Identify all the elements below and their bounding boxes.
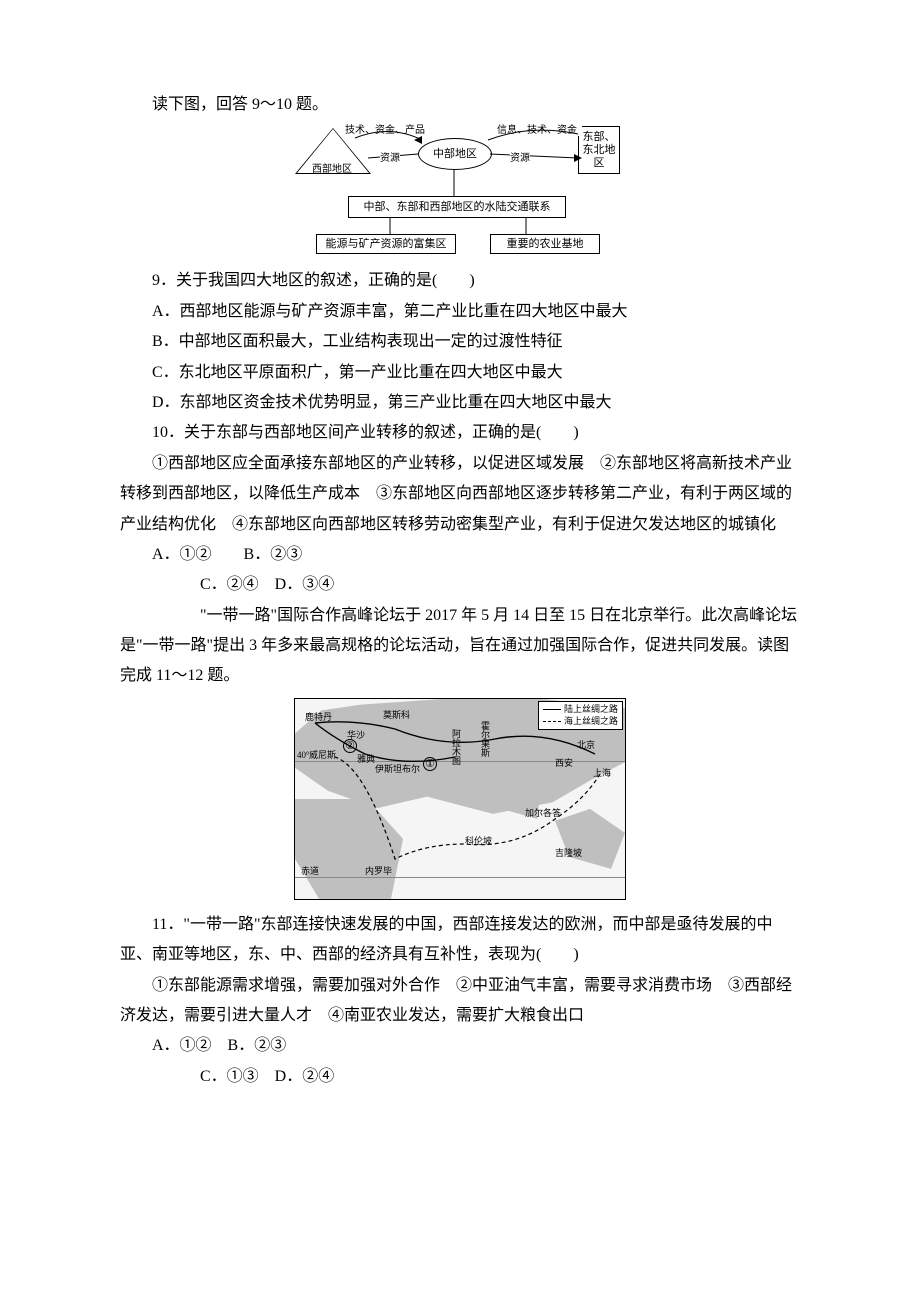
- city-beijing: 北京: [577, 741, 595, 750]
- q11-body: ①东部能源需求增强，需要加强对外合作 ②中亚油气丰富，需要寻求消费市场 ③西部经…: [120, 971, 800, 1032]
- q9-stem: 9．关于我国四大地区的叙述，正确的是( ): [120, 266, 800, 296]
- energy-label: 能源与矿产资源的富集区: [326, 238, 447, 251]
- city-athens: 雅典: [357, 755, 375, 764]
- q11-AB: A．①② B．②③: [120, 1031, 800, 1061]
- city-jakarta: 吉隆坡: [555, 849, 582, 858]
- mark-1: ①: [423, 757, 437, 771]
- energy-box: 能源与矿产资源的富集区: [316, 234, 456, 254]
- q10-AB: A．①② B．②③: [120, 540, 800, 570]
- mark-2: ②: [343, 739, 357, 753]
- agri-label: 重要的农业基地: [507, 238, 584, 251]
- city-istanbul: 伊斯坦布尔: [375, 765, 420, 774]
- resource-right: 资源: [510, 154, 530, 164]
- intro-9-10: 读下图，回答 9～10 题。: [120, 90, 800, 120]
- q9-D: D．东部地区资金技术优势明显，第三产业比重在四大地区中最大: [120, 388, 800, 418]
- city-xian: 西安: [555, 759, 573, 768]
- q9-C: C．东北地区平原面积广，第一产业比重在四大地区中最大: [120, 358, 800, 388]
- q10-body: ①西部地区应全面承接东部地区的产业转移，以促进区域发展 ②东部地区将高新技术产业…: [120, 449, 800, 540]
- resource-left: 资源: [380, 154, 400, 164]
- city-rotterdam: 鹿特丹: [305, 713, 332, 722]
- transport-label: 中部、东部和西部地区的水陆交通联系: [364, 201, 551, 214]
- city-venice: 威尼斯: [309, 751, 336, 760]
- q9-B: B．中部地区面积最大，工业结构表现出一定的过渡性特征: [120, 327, 800, 357]
- q10-CD: C．②④ D．③④: [120, 570, 800, 600]
- intro-11-12: "一带一路"国际合作高峰论坛于 2017 年 5 月 14 日至 15 日在北京…: [120, 601, 800, 692]
- diagram-regions: 西部地区 中部地区 东部、东北地区 技术、资金、产品 信息、技术、资金: [120, 126, 800, 256]
- q11-CD: C．①③ D．②④: [120, 1062, 800, 1092]
- transport-box: 中部、东部和西部地区的水陆交通联系: [348, 196, 566, 218]
- agri-box: 重要的农业基地: [490, 234, 600, 254]
- city-colombo: 科伦坡: [465, 837, 492, 846]
- q10-stem: 10．关于东部与西部地区间产业转移的叙述，正确的是( ): [120, 418, 800, 448]
- q11-stem: 11．"一带一路"东部连接快速发展的中国，西部连接发达的欧洲，而中部是亟待发展的…: [120, 910, 800, 971]
- city-kolkata: 加尔各答: [525, 809, 561, 818]
- city-nairobi: 内罗毕: [365, 867, 392, 876]
- city-moscow: 莫斯科: [383, 711, 410, 720]
- city-almaty: 阿拉木图: [451, 729, 460, 769]
- q9-A: A．西部地区能源与矿产资源丰富，第二产业比重在四大地区中最大: [120, 297, 800, 327]
- west-label: 西部地区: [312, 160, 352, 179]
- city-shanghai: 上海: [593, 769, 611, 778]
- map-belt-road: 40° 赤道 陆上丝绸之路 海上丝绸之路 鹿特丹 莫斯科 华沙 威尼斯 雅典 伊…: [120, 698, 800, 900]
- city-khorgos: 霍尔果斯: [480, 721, 489, 761]
